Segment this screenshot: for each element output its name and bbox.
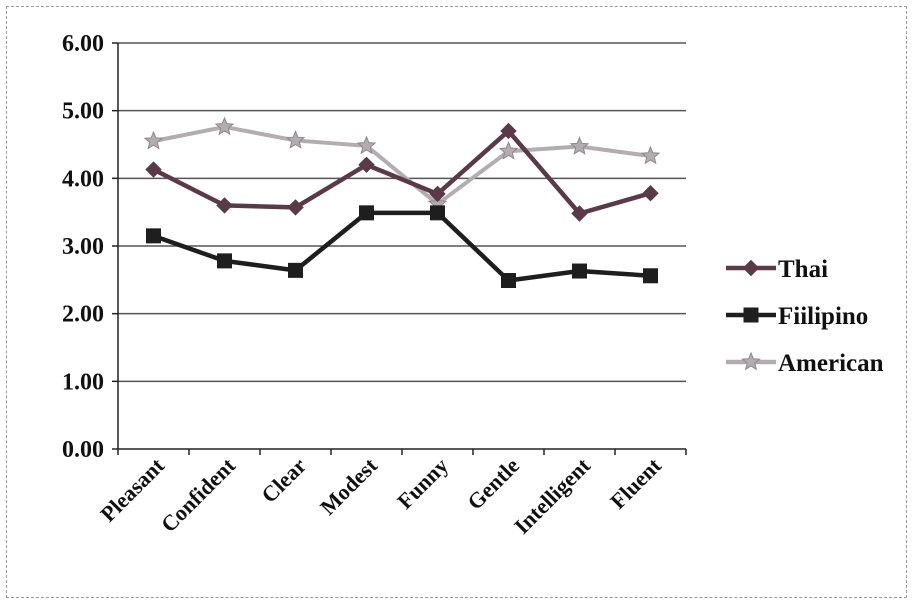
legend-entry-american: American [726, 350, 884, 377]
x-category-label: Intelligent [509, 452, 595, 538]
data-point [640, 145, 661, 165]
series-line [152, 210, 651, 283]
data-point [358, 156, 375, 174]
legend-marker [741, 351, 761, 371]
chart-frame [6, 6, 907, 598]
y-tick-label: 1.00 [62, 369, 104, 395]
series-lines [143, 116, 661, 289]
data-point [285, 130, 306, 149]
data-point [216, 197, 233, 214]
x-category-label: Confident [156, 452, 241, 537]
legend-label: American [778, 350, 884, 377]
data-point [572, 263, 587, 279]
legend-entry-fiilipino: Fiilipino [726, 303, 868, 330]
data-point [430, 205, 445, 221]
y-tick-label: 3.00 [62, 234, 104, 260]
x-category-label: Funny [392, 453, 453, 514]
data-point [214, 116, 235, 136]
y-tick-label: 6.00 [62, 31, 104, 57]
x-category-label: Modest [315, 452, 382, 519]
data-point [501, 273, 516, 289]
legend: Thai Fiilipino American [726, 256, 884, 377]
x-category-label: Fluent [605, 452, 666, 513]
data-point [429, 185, 446, 203]
series-fiilipino [146, 205, 658, 289]
x-category-label: Gentle [462, 453, 524, 515]
data-point [356, 135, 377, 155]
data-point [571, 205, 588, 222]
data-point [643, 268, 658, 284]
legend-label: Thai [778, 256, 828, 283]
y-tick-label: 5.00 [62, 99, 104, 125]
legend-marker [743, 307, 759, 323]
legend-entry-thai: Thai [726, 256, 828, 283]
y-tick-label: 0.00 [62, 437, 104, 463]
x-category-label: Clear [256, 453, 311, 508]
data-point [145, 161, 162, 178]
series-line [152, 128, 652, 216]
data-point [143, 130, 164, 150]
series-american [143, 116, 661, 213]
data-point [359, 205, 374, 221]
data-point [288, 262, 303, 278]
y-tick-label: 2.00 [62, 302, 104, 328]
data-point [642, 185, 659, 202]
data-point [146, 228, 161, 244]
series-line [153, 124, 651, 207]
legend-label: Fiilipino [778, 303, 868, 330]
data-point [287, 199, 304, 216]
data-point [500, 122, 517, 140]
legend-marker [742, 259, 760, 277]
data-point [569, 136, 590, 155]
series-thai [145, 122, 659, 222]
gridlines [118, 42, 686, 383]
axes: 0.001.002.003.004.005.006.00PleasantConf… [62, 31, 687, 539]
data-point [217, 253, 232, 269]
y-tick-label: 4.00 [62, 166, 104, 192]
data-point [498, 140, 519, 160]
